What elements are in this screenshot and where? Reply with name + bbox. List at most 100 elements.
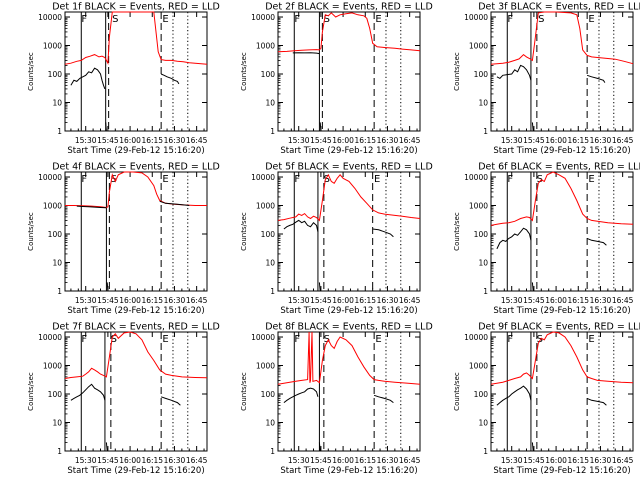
y-tick-label: 1000 — [256, 41, 275, 50]
x-tick-label: 16:30 — [164, 136, 186, 145]
x-tick-label: 15:45 — [310, 136, 332, 145]
axes-frame — [490, 171, 634, 292]
interval-marker-label: S — [324, 174, 330, 185]
lld-series-line — [277, 173, 421, 222]
y-tick-label: 1 — [57, 447, 62, 456]
x-tick-label: 16:00 — [332, 296, 354, 305]
x-tick-label: 16:30 — [164, 456, 186, 465]
axes-frame — [64, 331, 208, 452]
x-tick-label: 16:30 — [377, 456, 399, 465]
detector-panel-9: Det 9f BLACK = Events, RED = LLD 15:30 15:… — [453, 322, 640, 477]
y-tick-label: 10000 — [464, 173, 488, 182]
lld-series-line — [490, 11, 634, 65]
y-tick-label: 10000 — [251, 13, 275, 22]
x-tick-label: 15:45 — [310, 296, 332, 305]
y-tick-label: 10 — [478, 418, 488, 427]
events-series-line — [531, 122, 534, 132]
y-tick-label: 1 — [57, 287, 62, 296]
x-tick-label: 16:15 — [354, 136, 376, 145]
x-axis-title: Start Time (29-Feb-12 15:16:20) — [280, 466, 417, 476]
x-tick-label: 16:45 — [399, 456, 421, 465]
detector-panel-8: Det 8f BLACK = Events, RED = LLD 15:30 15:… — [240, 322, 433, 477]
y-tick-label: 1 — [483, 287, 488, 296]
x-tick-label: 16:30 — [164, 296, 186, 305]
y-tick-label: 1000 — [43, 361, 62, 370]
x-tick-label: 16:00 — [332, 136, 354, 145]
x-axis-title: Start Time (29-Feb-12 15:16:20) — [67, 466, 204, 476]
axes-frame — [277, 331, 421, 452]
y-tick-label: 100 — [48, 230, 63, 239]
x-tick-label: 16:45 — [612, 296, 634, 305]
x-tick-label: 16:15 — [141, 456, 163, 465]
interval-marker-label: S — [324, 334, 330, 345]
events-series-line — [283, 219, 319, 232]
x-tick-label: 16:15 — [567, 456, 589, 465]
x-tick-label: 16:00 — [545, 296, 567, 305]
y-tick-label: 10 — [265, 418, 275, 427]
events-series-line — [318, 442, 321, 452]
x-tick-label: 16:30 — [590, 456, 612, 465]
y-axis-title: Counts/sec — [27, 212, 35, 251]
y-tick-label: 100 — [48, 70, 63, 79]
events-series-line — [292, 52, 320, 55]
x-tick-label: 15:45 — [310, 456, 332, 465]
interval-marker-label: F — [294, 334, 300, 345]
x-tick-label: 15:45 — [523, 296, 545, 305]
interval-marker-label: F — [507, 174, 513, 185]
events-series-line — [106, 282, 109, 292]
events-series-line — [76, 205, 107, 209]
y-tick-label: 1000 — [469, 201, 488, 210]
events-series-line — [373, 394, 394, 403]
x-tick-label: 15:30 — [501, 136, 523, 145]
axes-frame — [490, 331, 634, 452]
y-tick-label: 1000 — [256, 201, 275, 210]
y-tick-label: 10000 — [251, 173, 275, 182]
y-axis-title: Counts/sec — [453, 212, 461, 251]
lld-series-line — [277, 12, 421, 53]
x-tick-label: 16:15 — [354, 296, 376, 305]
x-tick-label: 16:30 — [590, 296, 612, 305]
panel-title: Det 9f BLACK = Events, RED = LLD — [478, 322, 640, 333]
x-axis-title: Start Time (29-Feb-12 15:16:20) — [280, 146, 417, 156]
interval-marker-label: E — [375, 334, 381, 345]
x-tick-label: 16:30 — [590, 136, 612, 145]
events-series-line — [319, 122, 322, 132]
interval-marker-label: E — [162, 14, 168, 25]
y-tick-label: 10000 — [464, 333, 488, 342]
y-axis-title: Counts/sec — [453, 372, 461, 411]
interval-marker-label: F — [507, 14, 513, 25]
x-tick-label: 16:30 — [377, 136, 399, 145]
y-tick-label: 1 — [270, 127, 275, 136]
y-tick-label: 100 — [474, 390, 489, 399]
x-tick-label: 15:45 — [523, 456, 545, 465]
events-series-line — [496, 64, 532, 81]
events-series-line — [105, 122, 107, 132]
interval-marker-label: F — [507, 334, 513, 345]
events-series-line — [531, 442, 534, 452]
y-tick-label: 100 — [261, 70, 276, 79]
panel-title: Det 7f BLACK = Events, RED = LLD — [52, 322, 220, 333]
events-series-line — [159, 200, 190, 206]
events-series-line — [496, 385, 532, 406]
interval-marker-label: E — [588, 14, 594, 25]
y-axis-title: Counts/sec — [240, 52, 248, 91]
y-tick-label: 1000 — [469, 41, 488, 50]
events-series-line — [105, 442, 108, 452]
x-tick-label: 15:45 — [97, 456, 119, 465]
x-tick-label: 15:30 — [75, 296, 97, 305]
y-tick-label: 100 — [474, 70, 489, 79]
events-series-line — [586, 74, 606, 83]
y-tick-label: 10000 — [38, 13, 62, 22]
axes-frame — [277, 11, 421, 132]
x-tick-label: 16:30 — [377, 296, 399, 305]
x-tick-label: 16:45 — [612, 136, 634, 145]
x-tick-label: 15:45 — [97, 296, 119, 305]
x-tick-label: 16:45 — [612, 456, 634, 465]
x-tick-label: 16:45 — [399, 136, 421, 145]
interval-marker-label: S — [324, 14, 330, 25]
events-series-line — [586, 237, 607, 246]
lld-series-line — [64, 331, 208, 379]
y-tick-label: 10000 — [38, 333, 62, 342]
y-tick-label: 1000 — [256, 361, 275, 370]
x-tick-label: 16:15 — [567, 296, 589, 305]
